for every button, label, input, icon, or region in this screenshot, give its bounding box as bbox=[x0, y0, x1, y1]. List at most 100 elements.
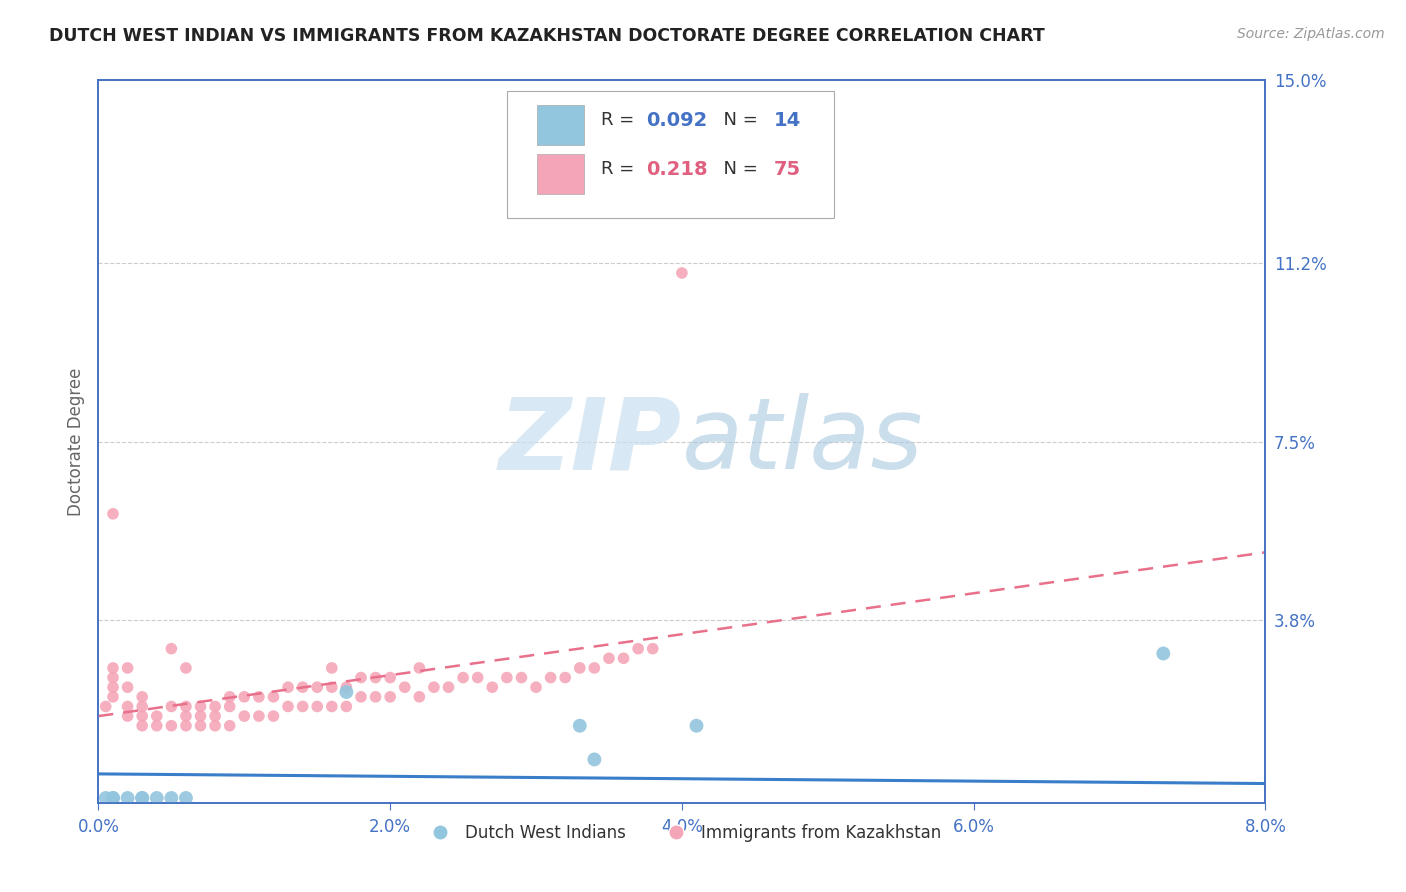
Point bbox=[568, 719, 591, 733]
Point bbox=[160, 699, 183, 714]
Point bbox=[583, 752, 606, 766]
FancyBboxPatch shape bbox=[508, 91, 834, 218]
Point bbox=[247, 709, 270, 723]
Legend: Dutch West Indians, Immigrants from Kazakhstan: Dutch West Indians, Immigrants from Kaza… bbox=[416, 817, 948, 848]
Point bbox=[423, 680, 446, 694]
Point bbox=[350, 690, 373, 704]
Point bbox=[321, 699, 343, 714]
Bar bbox=[537, 154, 583, 194]
Point bbox=[94, 791, 117, 805]
Point bbox=[101, 690, 124, 704]
Point bbox=[190, 699, 212, 714]
Point bbox=[467, 671, 489, 685]
Point bbox=[568, 661, 591, 675]
Point bbox=[481, 680, 503, 694]
Point bbox=[262, 690, 284, 704]
Point bbox=[190, 719, 212, 733]
Y-axis label: Doctorate Degree: Doctorate Degree bbox=[66, 368, 84, 516]
Point bbox=[117, 699, 139, 714]
Text: 14: 14 bbox=[775, 111, 801, 129]
Text: N =: N = bbox=[713, 161, 763, 178]
Point bbox=[277, 699, 299, 714]
Point bbox=[321, 680, 343, 694]
Point bbox=[218, 690, 240, 704]
Point bbox=[524, 680, 547, 694]
Point bbox=[174, 719, 197, 733]
Point bbox=[131, 719, 153, 733]
Text: ZIP: ZIP bbox=[499, 393, 682, 490]
Point bbox=[685, 719, 707, 733]
Point bbox=[131, 791, 153, 805]
Point bbox=[204, 709, 226, 723]
Point bbox=[671, 266, 693, 280]
Point bbox=[101, 791, 124, 805]
Point bbox=[101, 791, 124, 805]
Point bbox=[291, 699, 314, 714]
Text: N =: N = bbox=[713, 111, 763, 129]
Point bbox=[160, 719, 183, 733]
Text: 75: 75 bbox=[775, 160, 801, 178]
Point bbox=[307, 680, 329, 694]
Point bbox=[540, 671, 562, 685]
Point bbox=[496, 671, 519, 685]
Point bbox=[394, 680, 416, 694]
Point bbox=[146, 791, 169, 805]
Point bbox=[612, 651, 634, 665]
Point bbox=[160, 641, 183, 656]
Text: 0.218: 0.218 bbox=[645, 160, 707, 178]
Point bbox=[204, 719, 226, 733]
Point bbox=[117, 709, 139, 723]
Point bbox=[131, 699, 153, 714]
Point bbox=[204, 699, 226, 714]
Point bbox=[101, 671, 124, 685]
Text: 0.092: 0.092 bbox=[645, 111, 707, 129]
Point bbox=[380, 690, 402, 704]
Point bbox=[117, 680, 139, 694]
Point bbox=[437, 680, 460, 694]
Point bbox=[364, 690, 387, 704]
Point bbox=[335, 699, 357, 714]
Point bbox=[641, 641, 664, 656]
Point bbox=[117, 791, 139, 805]
Point bbox=[350, 671, 373, 685]
Point bbox=[101, 680, 124, 694]
Point bbox=[335, 685, 357, 699]
Point bbox=[94, 699, 117, 714]
Point bbox=[233, 709, 256, 723]
Point bbox=[408, 661, 430, 675]
Point bbox=[131, 791, 153, 805]
Point bbox=[218, 719, 240, 733]
Point bbox=[131, 709, 153, 723]
Point bbox=[101, 661, 124, 675]
Text: DUTCH WEST INDIAN VS IMMIGRANTS FROM KAZAKHSTAN DOCTORATE DEGREE CORRELATION CHA: DUTCH WEST INDIAN VS IMMIGRANTS FROM KAZ… bbox=[49, 27, 1045, 45]
Point bbox=[291, 680, 314, 694]
Point bbox=[510, 671, 533, 685]
Bar bbox=[537, 105, 583, 145]
Point bbox=[190, 709, 212, 723]
Point bbox=[247, 690, 270, 704]
Point bbox=[335, 680, 357, 694]
Text: R =: R = bbox=[602, 111, 640, 129]
Text: atlas: atlas bbox=[682, 393, 924, 490]
Point bbox=[321, 661, 343, 675]
Point bbox=[117, 661, 139, 675]
Point bbox=[174, 791, 197, 805]
Point bbox=[174, 661, 197, 675]
Point bbox=[233, 690, 256, 704]
Point bbox=[583, 661, 606, 675]
Point bbox=[451, 671, 474, 685]
Point bbox=[627, 641, 650, 656]
Point bbox=[101, 507, 124, 521]
Point bbox=[160, 791, 183, 805]
Point bbox=[277, 680, 299, 694]
Text: Source: ZipAtlas.com: Source: ZipAtlas.com bbox=[1237, 27, 1385, 41]
Point bbox=[262, 709, 284, 723]
Point bbox=[146, 719, 169, 733]
Point bbox=[364, 671, 387, 685]
Point bbox=[598, 651, 620, 665]
Point bbox=[380, 671, 402, 685]
Point bbox=[307, 699, 329, 714]
Point bbox=[1152, 647, 1174, 661]
Point bbox=[174, 709, 197, 723]
Text: R =: R = bbox=[602, 161, 640, 178]
